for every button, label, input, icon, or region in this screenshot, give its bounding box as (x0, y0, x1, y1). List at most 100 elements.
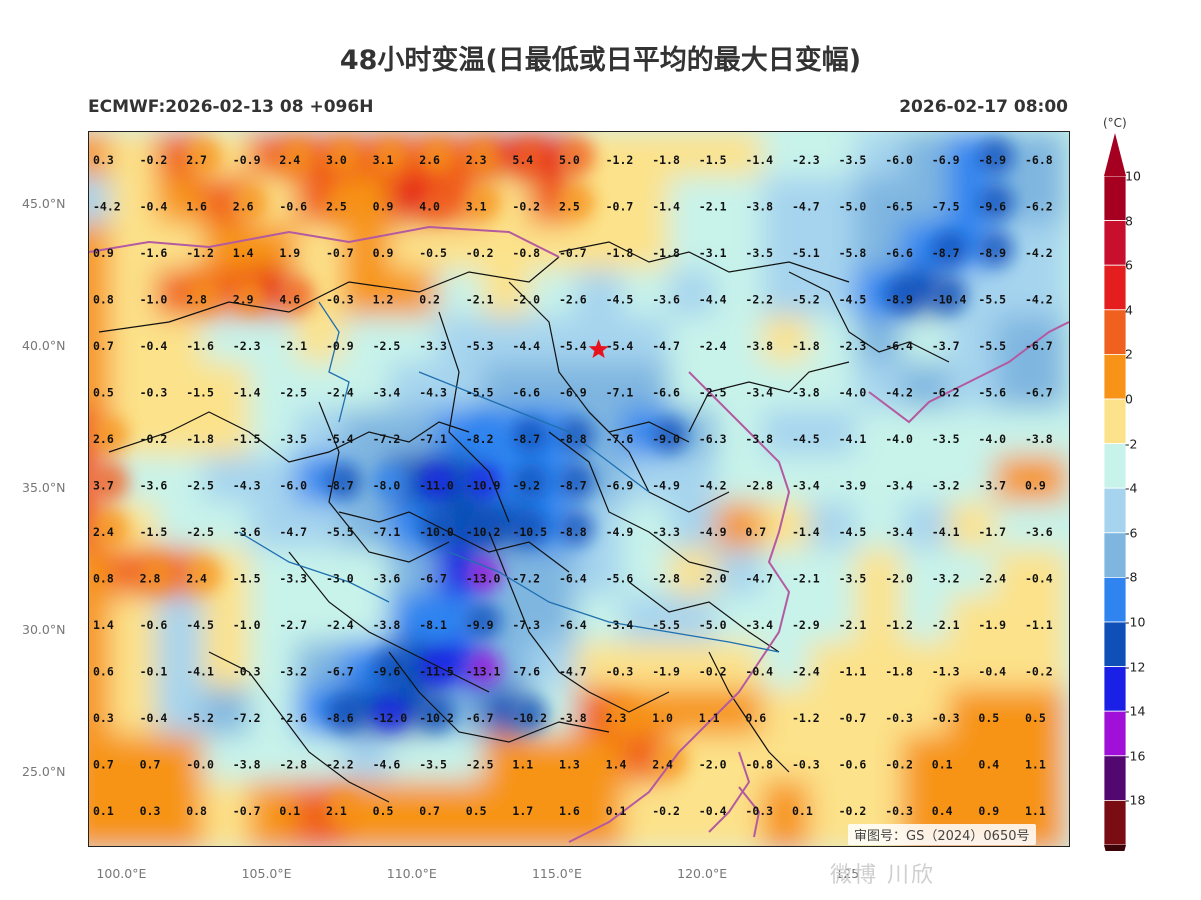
colorbar-tick-label: -12 (1125, 659, 1146, 675)
grid-value: -2.4 (978, 572, 1006, 586)
grid-value: -4.0 (885, 432, 913, 446)
grid-value: -3.5 (839, 153, 867, 167)
grid-value: -1.1 (1025, 618, 1053, 632)
grid-value: -3.5 (279, 432, 307, 446)
colorbar-bottom-arrow (1104, 845, 1126, 851)
colorbar-swatch (1103, 175, 1127, 221)
grid-value: -0.4 (699, 804, 727, 818)
grid-value: 0.9 (373, 200, 394, 214)
grid-value: -0.3 (745, 804, 773, 818)
grid-value: 0.5 (373, 804, 394, 818)
grid-value: -10.0 (419, 525, 454, 539)
grid-value: 2.3 (606, 711, 627, 725)
grid-value: -3.8 (792, 386, 820, 400)
admin-borders (89, 225, 1069, 843)
grid-value: -10.9 (466, 479, 501, 493)
colorbar-swatch (1103, 621, 1127, 667)
grid-value: -9.2 (512, 479, 540, 493)
colorbar-tick-label: 6 (1125, 257, 1133, 273)
grid-value: -0.2 (699, 665, 727, 679)
grid-value: -0.6 (279, 200, 307, 214)
grid-value: -8.6 (326, 711, 354, 725)
grid-value: -1.2 (885, 618, 913, 632)
valid-time-label: 2026-02-17 08:00 (899, 97, 1068, 117)
grid-value: -1.2 (606, 153, 634, 167)
grid-value: -2.7 (279, 618, 307, 632)
grid-value: -3.7 (978, 479, 1006, 493)
colorbar-tick-label: -14 (1125, 703, 1146, 719)
grid-value: -7.1 (606, 386, 634, 400)
colorbar-tick-label: 8 (1125, 213, 1133, 229)
map-canvas: 0.3 -0.2 2.7 -0.9 2.4 3.0 3.1 2.6 2.3 5.4 5.0 -1.2 -… (89, 132, 1069, 846)
grid-value: 1.1 (1025, 758, 1046, 772)
grid-value: 0.5 (93, 386, 114, 400)
grid-value: -1.3 (932, 665, 960, 679)
grid-value: 2.6 (233, 200, 254, 214)
grid-value: -5.6 (606, 572, 634, 586)
grid-value: -3.3 (652, 525, 680, 539)
grid-value: -5.4 (559, 339, 587, 353)
grid-value: 1.6 (559, 804, 580, 818)
grid-value: -8.7 (932, 246, 960, 260)
grid-value: -6.7 (419, 572, 447, 586)
grid-value: 2.3 (466, 153, 487, 167)
grid-value: -1.0 (233, 618, 261, 632)
latitude-tick-label: 45.0°N (22, 195, 66, 211)
grid-value: 0.6 (93, 665, 114, 679)
grid-value: -7.2 (233, 711, 261, 725)
grid-value: -0.6 (839, 758, 867, 772)
grid-value: -10.4 (932, 293, 967, 307)
grid-value: -3.5 (839, 572, 867, 586)
grid-value: 0.1 (792, 804, 813, 818)
grid-value: -8.1 (419, 618, 447, 632)
grid-value: -0.4 (978, 665, 1006, 679)
grid-value: -3.4 (373, 386, 401, 400)
grid-value: -0.7 (326, 246, 354, 260)
map-panel[interactable]: 0.3 -0.2 2.7 -0.9 2.4 3.0 3.1 2.6 2.3 5.4 5.0 -1.2 -… (88, 131, 1070, 847)
grid-value: -2.5 (279, 386, 307, 400)
grid-value: -6.4 (559, 572, 587, 586)
grid-value: -1.5 (233, 572, 261, 586)
grid-value: -6.3 (699, 432, 727, 446)
colorbar-swatch (1103, 220, 1127, 266)
grid-value: -5.0 (839, 200, 867, 214)
grid-value: -3.4 (885, 525, 913, 539)
grid-value: -2.5 (466, 758, 494, 772)
grid-value: -2.2 (326, 758, 354, 772)
grid-value: 2.1 (326, 804, 347, 818)
colorbar-swatch (1103, 710, 1127, 757)
grid-value: -4.7 (279, 525, 307, 539)
grid-value: -0.2 (839, 804, 867, 818)
colorbar-tick-label: -2 (1125, 436, 1138, 452)
grid-value: -1.9 (652, 665, 680, 679)
grid-value: -6.0 (885, 153, 913, 167)
grid-value: 0.3 (93, 153, 114, 167)
grid-value: -0.2 (140, 432, 168, 446)
grid-value: -6.6 (885, 246, 913, 260)
grid-value: -3.8 (373, 618, 401, 632)
grid-value: -11.5 (419, 665, 454, 679)
grid-value: -3.6 (373, 572, 401, 586)
grid-value: -1.6 (186, 339, 214, 353)
map-approval-number: 审图号：GS（2024）0650号 (848, 824, 1036, 845)
grid-value: -5.2 (792, 293, 820, 307)
grid-value: -4.7 (745, 572, 773, 586)
grid-value: -3.0 (326, 572, 354, 586)
grid-value: -4.4 (699, 293, 727, 307)
colorbar-swatch (1103, 666, 1127, 712)
grid-value: -2.5 (186, 479, 214, 493)
grid-value: -4.1 (186, 665, 214, 679)
grid-value: -4.9 (652, 479, 680, 493)
grid-value: -6.2 (1025, 200, 1053, 214)
grid-value: -3.4 (885, 479, 913, 493)
grid-value: -1.8 (885, 665, 913, 679)
grid-value: -2.8 (279, 758, 307, 772)
grid-value: -4.1 (839, 432, 867, 446)
grid-value: 0.7 (140, 758, 161, 772)
grid-value: -2.3 (233, 339, 261, 353)
grid-value: -2.3 (792, 153, 820, 167)
grid-value: -4.9 (606, 525, 634, 539)
grid-value: -0.5 (419, 246, 447, 260)
grid-value: -6.0 (279, 479, 307, 493)
colorbar-tick-label: 4 (1125, 302, 1133, 318)
